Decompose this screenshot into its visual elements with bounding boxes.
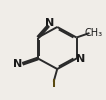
Text: N: N (76, 54, 85, 64)
Text: I: I (52, 79, 56, 89)
Text: CH₃: CH₃ (85, 28, 103, 38)
Text: N: N (13, 59, 23, 69)
Text: N: N (45, 18, 54, 28)
